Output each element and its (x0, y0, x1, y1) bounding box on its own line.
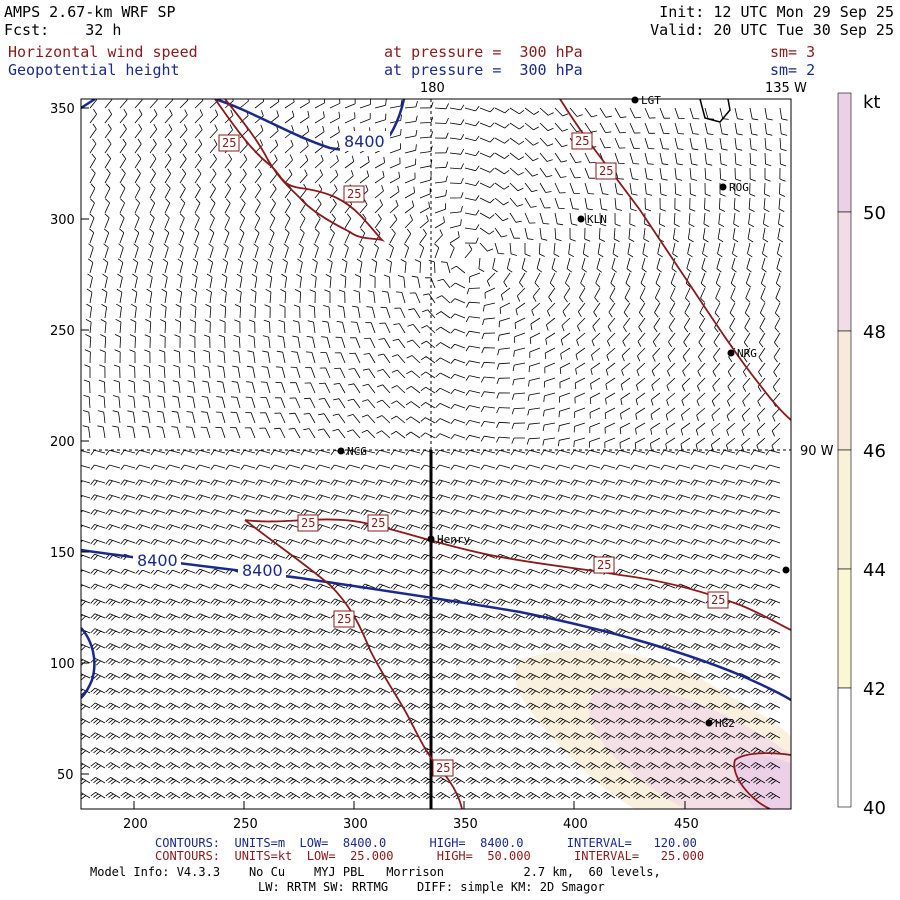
speed-contour-topright (559, 99, 791, 421)
colorbar-label: 48 (863, 322, 886, 343)
colorbar-segment (837, 568, 852, 689)
field2-level: at pressure = 300 hPa (384, 61, 583, 79)
footer-height-contours: CONTOURS: UNITS=m LOW= 8400.0 HIGH= 8400… (155, 836, 697, 850)
forecast-hour: Fcst: 32 h (4, 21, 122, 39)
svg-text:25: 25 (597, 558, 611, 572)
colorbar-label: 46 (863, 441, 886, 462)
speed-contour-label: 25 (593, 556, 615, 574)
wind-barb-field (81, 99, 788, 800)
field1-name: Horizontal wind speed (8, 43, 198, 61)
height-label-top: 8400 (344, 132, 385, 151)
footer-speed-contours: CONTOURS: UNITS=kt LOW= 25.000 HIGH= 50.… (155, 849, 705, 863)
svg-text:25: 25 (301, 516, 315, 530)
x-tick-label: 400 (563, 817, 588, 832)
height-contour-topleft (81, 99, 96, 110)
svg-text:Henry: Henry (437, 533, 470, 546)
speed-contour-label: 25 (707, 591, 729, 609)
y-tick-label: 350 (50, 102, 75, 117)
svg-text:25: 25 (222, 136, 236, 150)
field1-level: at pressure = 300 hPa (384, 43, 583, 61)
meridian-180-label: 180 (420, 81, 445, 96)
speed-contour-label: 25 (333, 610, 355, 628)
station-east (782, 566, 790, 574)
x-tick-label: 450 (674, 817, 699, 832)
colorbar-label: 50 (863, 203, 886, 224)
colorbar-segment (837, 211, 852, 332)
lon-90w-label: 90 W (800, 444, 834, 459)
field1-smoothing: sm= 3 (770, 43, 816, 61)
svg-text:25: 25 (436, 761, 450, 775)
x-tick-label: 200 (123, 817, 148, 832)
colorbar-label: 42 (863, 679, 886, 700)
colorbar-segment (837, 687, 852, 808)
speed-contour-label: 25 (571, 132, 593, 150)
svg-text:25: 25 (337, 612, 351, 626)
field2-name: Geopotential height (8, 61, 180, 79)
y-tick-label: 150 (50, 546, 75, 561)
y-tick-label: 200 (50, 435, 75, 450)
y-tick-label: 50 (57, 768, 74, 783)
svg-text:25: 25 (711, 593, 725, 607)
speed-contour-label: 25 (595, 162, 617, 180)
field2-smoothing: sm= 2 (770, 61, 816, 79)
colorbar-segment (837, 449, 852, 570)
colorbar-segment (837, 330, 852, 451)
svg-text:25: 25 (347, 187, 361, 201)
plot-frame (80, 98, 792, 810)
svg-text:HG2: HG2 (715, 717, 735, 730)
x-tick-label: 300 (343, 817, 368, 832)
colorbar-label: 40 (863, 798, 886, 819)
svg-text:NCG: NCG (347, 445, 367, 458)
speed-contour-mid (244, 518, 791, 631)
x-tick-label: 350 (453, 817, 478, 832)
speed-contour-label: 25 (218, 134, 240, 152)
svg-text:KLN: KLN (587, 213, 607, 226)
station-lgt: LGT (631, 94, 661, 107)
station-rog: ROG (719, 181, 749, 194)
station-nrg: NRG (727, 347, 757, 360)
y-tick-label: 250 (50, 324, 75, 339)
svg-text:25: 25 (575, 134, 589, 148)
station-ncg: NCG (337, 445, 367, 458)
x-tick-label: 250 (233, 817, 258, 832)
speed-contour-label: 25 (432, 759, 454, 777)
station-hg2: HG2 (705, 717, 735, 730)
speed-contour-label: 25 (343, 185, 365, 203)
svg-text:LGT: LGT (641, 94, 661, 107)
colorbar: 50 48 46 44 42 40 (837, 92, 886, 819)
height-labels: 8400 8400 8400 (133, 131, 390, 580)
height-label-mid: 8400 (242, 561, 283, 580)
speed-contour-topleft (214, 99, 386, 242)
y-tick-label: 300 (50, 213, 75, 228)
colorbar-label: 44 (863, 560, 886, 581)
valid-time: Valid: 20 UTC Tue 30 Sep 25 (650, 21, 894, 39)
height-contour-main (81, 548, 791, 702)
colorbar-segment (837, 92, 852, 213)
y-tick-label: 100 (50, 657, 75, 672)
init-time: Init: 12 UTC Mon 29 Sep 25 (659, 3, 894, 21)
speed-contour-label: 25 (367, 514, 389, 532)
speed-contour-label: 25 (297, 514, 319, 532)
footer-physics: LW: RRTM SW: RRTMG DIFF: simple KM: 2D S… (258, 880, 605, 894)
station-markers: LGT ROG KLN NRG NCG Henry HG2 (337, 94, 790, 730)
station-kln: KLN (577, 213, 607, 226)
footer-model-info: Model Info: V4.3.3 No Cu MYJ PBL Morriso… (90, 865, 661, 879)
lon-135w-label: 135 W (765, 81, 807, 96)
coast-outline (699, 99, 731, 123)
svg-text:ROG: ROG (729, 181, 749, 194)
svg-text:NRG: NRG (737, 347, 757, 360)
svg-text:25: 25 (599, 164, 613, 178)
height-contour-left (81, 627, 96, 699)
height-label-left: 8400 (137, 551, 178, 570)
station-henry: Henry (427, 533, 470, 546)
model-title: AMPS 2.67-km WRF SP (4, 3, 176, 21)
svg-text:25: 25 (371, 516, 385, 530)
speed-labels: 25 25 25 25 25 25 25 25 25 25 (218, 132, 729, 777)
colorbar-unit: kt (863, 92, 880, 113)
speed-contour-se (733, 752, 791, 809)
